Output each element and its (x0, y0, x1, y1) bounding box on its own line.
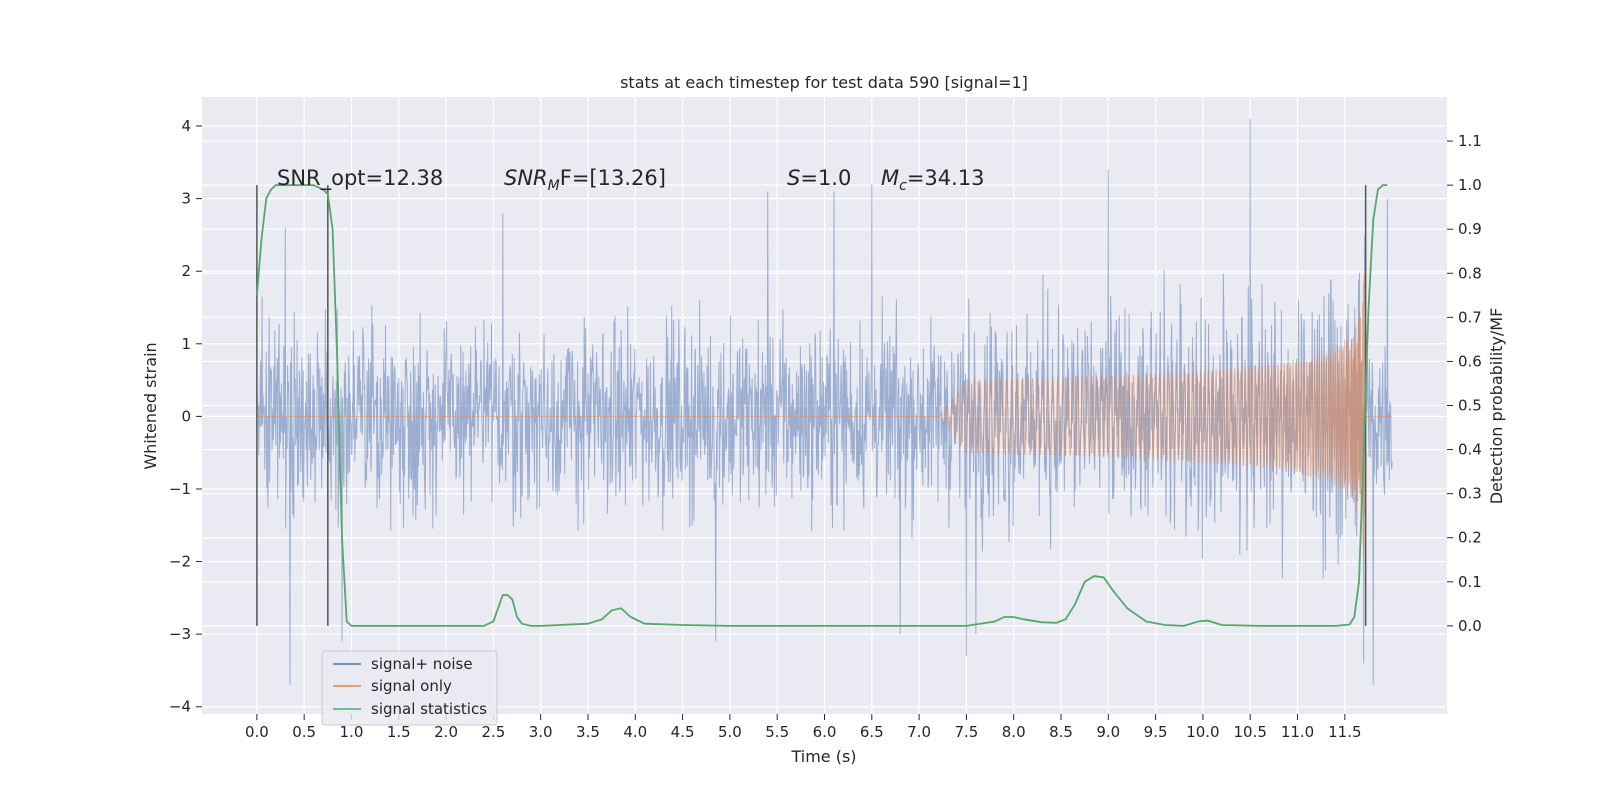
x-tick-label: 4.0 (623, 723, 647, 741)
x-tick-label: 2.0 (434, 723, 458, 741)
legend-box (321, 650, 498, 726)
x-tick-label: 10.5 (1234, 723, 1267, 741)
y2-tick-label: 0.6 (1458, 352, 1482, 370)
x-tick-label: 5.5 (765, 723, 789, 741)
x-tick-label: 10.0 (1186, 723, 1219, 741)
s-annotation: S=1.0 (787, 166, 851, 190)
y2-tick-label: 0.8 (1458, 264, 1482, 282)
y-axis-label: Whitened strain (141, 342, 160, 469)
x-tick-label: 11.0 (1281, 723, 1314, 741)
y2-tick-label: 0.1 (1458, 573, 1482, 591)
snr-opt-annotation: SNR_opt=12.38 (277, 166, 443, 191)
y2-tick-label: 0.2 (1458, 529, 1482, 547)
stats-series (256, 184, 1388, 627)
y2-tick-label: 0.9 (1458, 220, 1482, 238)
y-tick-label: 2 (181, 262, 191, 280)
mc-subscript: c (899, 178, 907, 194)
x-tick-label: 8.5 (1049, 723, 1073, 741)
x-tick-label: 11.5 (1328, 723, 1361, 741)
x-tick-label: 7.0 (907, 723, 931, 741)
s-value: =1.0 (800, 166, 851, 190)
y2-tick-label: 1.0 (1458, 176, 1482, 194)
legend-signal-label: signal only (371, 677, 452, 695)
y2-tick-label: 0.3 (1458, 485, 1482, 503)
x-tick-label: 6.0 (813, 723, 837, 741)
x-tick-label: 9.5 (1144, 723, 1168, 741)
legend: signal+ noise signal only signal statist… (321, 650, 498, 726)
y2-tick-label: 0.4 (1458, 441, 1482, 459)
chart-title: stats at each timestep for test data 590… (620, 73, 1028, 92)
mc-annotation: Mc=34.13 (881, 166, 985, 194)
x-tick-label: 5.0 (718, 723, 742, 741)
x-axis-label: Time (s) (790, 747, 856, 766)
snr-mf-annotation: SNRMF=[13.26] (504, 166, 666, 194)
x-tick-label: 6.5 (860, 723, 884, 741)
x-tick-label: 8.0 (1002, 723, 1026, 741)
legend-noise-label: signal+ noise (371, 655, 473, 673)
signal-series (256, 275, 1393, 558)
x-tick-label: 0.5 (292, 723, 316, 741)
mc-symbol: M (881, 166, 899, 190)
y2-axis-label: Detection probability/MF (1487, 308, 1506, 505)
y-tick-label: 0 (181, 407, 191, 425)
snr-mf-subscript: M (548, 178, 560, 194)
snr-mf-symbol: SNR (504, 166, 548, 190)
y2-tick-label: 0.7 (1458, 308, 1482, 326)
y-tick-label: −3 (169, 625, 191, 643)
y-tick-label: 3 (181, 190, 191, 208)
mc-value: =34.13 (907, 166, 985, 190)
snr-mf-value: F=[13.26] (560, 166, 666, 190)
x-tick-label: 0.0 (245, 723, 269, 741)
y-tick-label: 4 (181, 117, 191, 135)
y-tick-label: −4 (169, 698, 191, 716)
y2-tick-label: 0.5 (1458, 397, 1482, 415)
y-tick-label: 1 (181, 335, 191, 353)
y-tick-label: −2 (169, 553, 191, 571)
axis-ticks: 0.0 0.5 1.0 1.5 2.0 2.5 3.0 3.5 4.0 4.5 5.0 5.5 6.0 6… (169, 117, 1482, 741)
stats-line (256, 184, 1388, 627)
x-tick-label: 3.0 (529, 723, 553, 741)
x-tick-label: 2.5 (481, 723, 505, 741)
x-tick-label: 9.0 (1096, 723, 1120, 741)
y-tick-label: −1 (169, 480, 191, 498)
y2-tick-label: 1.1 (1458, 132, 1482, 150)
y2-tick-label: 0.0 (1458, 617, 1482, 635)
x-tick-label: 1.5 (387, 723, 411, 741)
signal-line (256, 275, 1393, 558)
x-tick-label: 3.5 (576, 723, 600, 741)
x-tick-label: 4.5 (671, 723, 695, 741)
x-tick-label: 1.0 (340, 723, 364, 741)
legend-stats-label: signal statistics (371, 700, 487, 718)
x-tick-label: 7.5 (954, 723, 978, 741)
s-symbol: S (787, 166, 800, 190)
